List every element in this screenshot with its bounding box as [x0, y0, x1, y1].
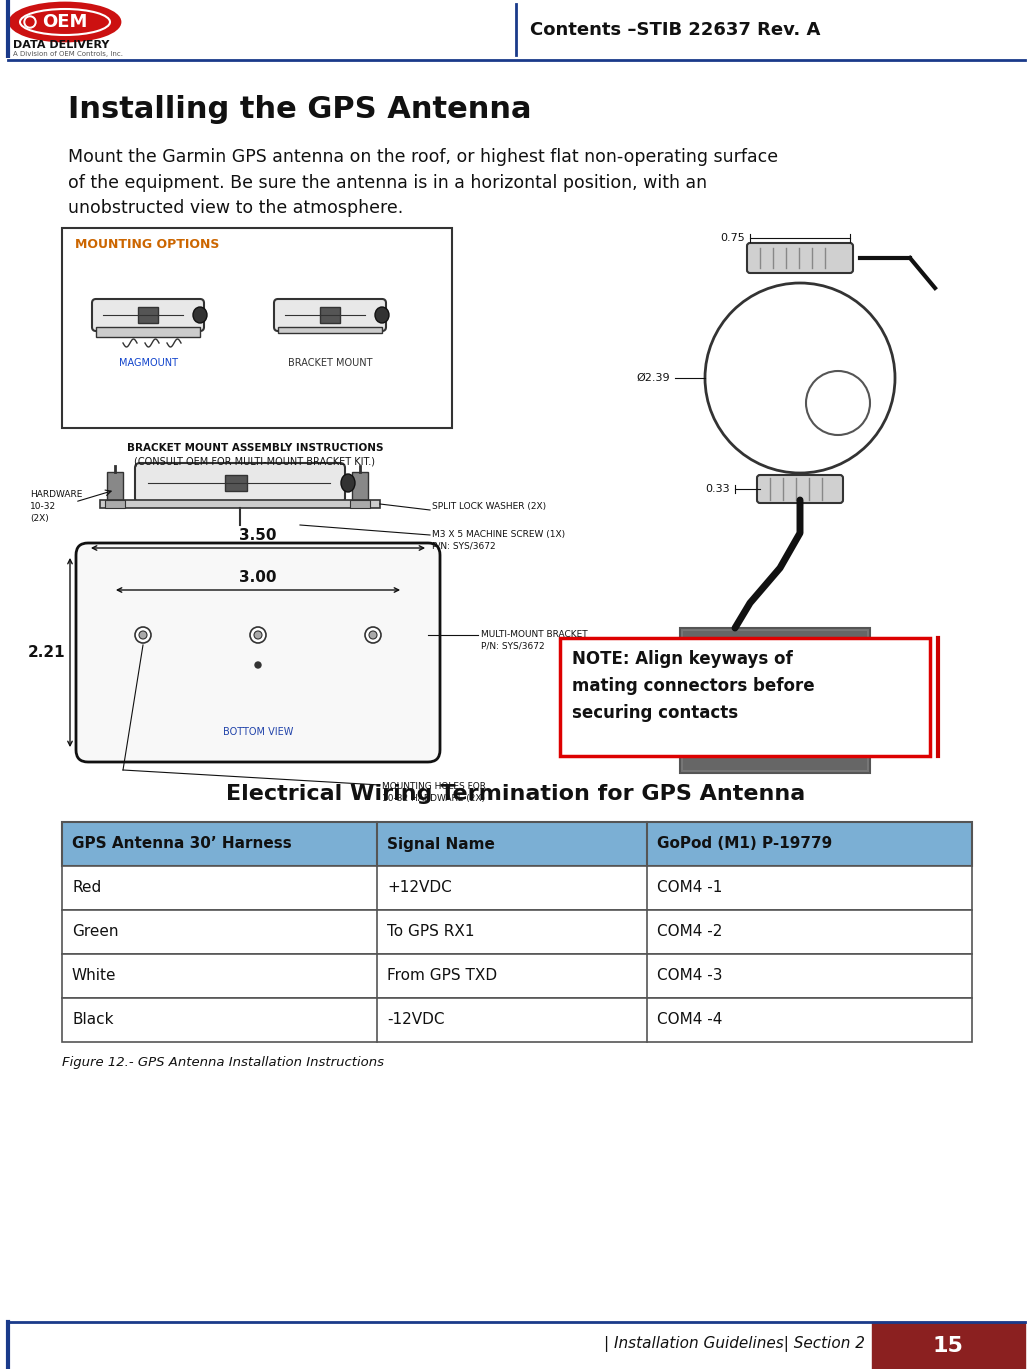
Text: Electrical Wiring Termination for GPS Antenna: Electrical Wiring Termination for GPS An…	[226, 784, 806, 804]
FancyBboxPatch shape	[747, 244, 853, 272]
Ellipse shape	[10, 3, 120, 41]
Ellipse shape	[369, 631, 377, 639]
Text: Installing the GPS Antenna: Installing the GPS Antenna	[68, 96, 532, 125]
Ellipse shape	[341, 474, 355, 491]
FancyBboxPatch shape	[92, 298, 204, 331]
Bar	[350, 500, 370, 508]
Ellipse shape	[375, 307, 389, 323]
Bar	[62, 910, 972, 954]
Text: (CONSULT OEM FOR MULTI-MOUNT BRACKET KIT.): (CONSULT OEM FOR MULTI-MOUNT BRACKET KIT…	[134, 456, 376, 465]
Text: Green: Green	[72, 924, 119, 939]
Ellipse shape	[135, 627, 151, 643]
Text: Mount the Garmin GPS antenna on the roof, or highest flat non-operating surface
: Mount the Garmin GPS antenna on the roof…	[68, 148, 778, 218]
Bar	[62, 998, 972, 1042]
Text: MOUNTING OPTIONS: MOUNTING OPTIONS	[75, 238, 219, 251]
Text: | Installation Guidelines| Section 2: | Installation Guidelines| Section 2	[604, 1336, 865, 1353]
Text: 15: 15	[933, 1336, 964, 1357]
Bar	[680, 628, 870, 773]
Circle shape	[750, 680, 790, 720]
Text: Ø2.39: Ø2.39	[636, 372, 670, 383]
Text: From GPS TXD: From GPS TXD	[387, 968, 497, 983]
Text: +12VDC: +12VDC	[387, 880, 451, 895]
Text: HARDWARE
10-32
(2X): HARDWARE 10-32 (2X)	[30, 490, 83, 523]
Ellipse shape	[365, 627, 381, 643]
Bar	[225, 475, 247, 491]
Bar	[872, 1322, 1025, 1369]
Circle shape	[753, 672, 759, 679]
Ellipse shape	[255, 663, 261, 668]
Bar	[96, 327, 200, 337]
Text: -12VDC: -12VDC	[387, 1013, 444, 1028]
Text: NOTE: Align keyways of
mating connectors before
securing contacts: NOTE: Align keyways of mating connectors…	[572, 650, 815, 723]
Text: 2.21: 2.21	[28, 645, 65, 660]
Bar	[62, 954, 972, 998]
Ellipse shape	[26, 18, 34, 26]
Text: OEM: OEM	[42, 12, 88, 31]
Text: MULTI-MOUNT BRACKET
P/N: SYS/3672: MULTI-MOUNT BRACKET P/N: SYS/3672	[481, 630, 588, 650]
Circle shape	[795, 697, 801, 704]
Circle shape	[732, 663, 808, 738]
Text: Contents –STIB 22637 Rev. A: Contents –STIB 22637 Rev. A	[530, 21, 820, 38]
Ellipse shape	[254, 631, 262, 639]
Ellipse shape	[250, 627, 267, 643]
Bar	[62, 867, 972, 910]
Text: COM4 -2: COM4 -2	[657, 924, 722, 939]
Ellipse shape	[24, 16, 36, 27]
Text: Black: Black	[72, 1013, 114, 1028]
FancyBboxPatch shape	[274, 298, 386, 331]
FancyBboxPatch shape	[135, 463, 345, 502]
Text: Figure 12.- GPS Antenna Installation Instructions: Figure 12.- GPS Antenna Installation Ins…	[62, 1055, 384, 1069]
Bar	[107, 472, 123, 500]
Text: BOTTOM VIEW: BOTTOM VIEW	[223, 727, 293, 737]
Text: MAGMOUNT: MAGMOUNT	[119, 359, 178, 368]
Text: MOUNTING HOLES FOR
10-32 HARDWARE (2X): MOUNTING HOLES FOR 10-32 HARDWARE (2X)	[382, 782, 486, 802]
Text: COM4 -3: COM4 -3	[657, 968, 722, 983]
Text: COM4 -4: COM4 -4	[657, 1013, 722, 1028]
Circle shape	[753, 721, 759, 727]
Text: A Division of OEM Controls, Inc.: A Division of OEM Controls, Inc.	[13, 51, 123, 57]
Bar	[138, 307, 158, 323]
Text: 3.00: 3.00	[240, 570, 277, 585]
Text: SPLIT LOCK WASHER (2X): SPLIT LOCK WASHER (2X)	[432, 502, 546, 512]
Bar	[352, 472, 368, 500]
Bar	[100, 500, 380, 508]
Bar	[683, 631, 867, 769]
Text: GoPod (M1) P-19779: GoPod (M1) P-19779	[657, 836, 833, 852]
Text: BRACKET MOUNT ASSEMBLY INSTRUCTIONS: BRACKET MOUNT ASSEMBLY INSTRUCTIONS	[127, 444, 383, 453]
FancyBboxPatch shape	[757, 475, 843, 502]
Text: GPS Antenna 30’ Harness: GPS Antenna 30’ Harness	[72, 836, 291, 852]
Text: Signal Name: Signal Name	[387, 836, 495, 852]
Text: BRACKET MOUNT: BRACKET MOUNT	[288, 359, 372, 368]
Text: 3.50: 3.50	[240, 528, 277, 543]
Bar	[105, 500, 125, 508]
Text: Red: Red	[72, 880, 101, 895]
Circle shape	[739, 697, 745, 704]
Ellipse shape	[193, 307, 207, 323]
Text: COM4 -1: COM4 -1	[657, 880, 722, 895]
Text: 0.75: 0.75	[720, 233, 745, 244]
Text: To GPS RX1: To GPS RX1	[387, 924, 474, 939]
Bar	[320, 307, 340, 323]
Bar	[62, 229, 452, 428]
Ellipse shape	[20, 10, 109, 36]
Text: White: White	[72, 968, 117, 983]
Bar	[62, 821, 972, 867]
Text: DATA DELIVERY: DATA DELIVERY	[13, 40, 109, 51]
Circle shape	[781, 672, 787, 679]
Text: 0.33: 0.33	[706, 485, 730, 494]
Ellipse shape	[139, 631, 147, 639]
FancyBboxPatch shape	[76, 543, 440, 763]
Bar	[278, 327, 382, 333]
Text: M3 X 5 MACHINE SCREW (1X)
P/N: SYS/3672: M3 X 5 MACHINE SCREW (1X) P/N: SYS/3672	[432, 530, 565, 550]
Circle shape	[781, 721, 787, 727]
Bar	[560, 638, 930, 756]
